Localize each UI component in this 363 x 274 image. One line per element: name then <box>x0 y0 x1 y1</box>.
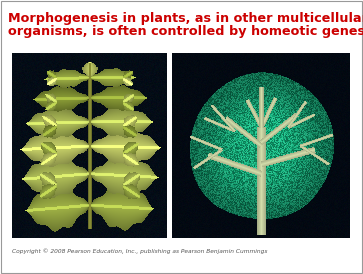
Text: Copyright © 2008 Pearson Education, Inc., publishing as Pearson Benjamin Cumming: Copyright © 2008 Pearson Education, Inc.… <box>12 248 268 254</box>
Text: organisms, is often controlled by homeotic genes: organisms, is often controlled by homeot… <box>8 25 363 38</box>
Text: Morphogenesis in plants, as in other multicellular: Morphogenesis in plants, as in other mul… <box>8 12 363 25</box>
